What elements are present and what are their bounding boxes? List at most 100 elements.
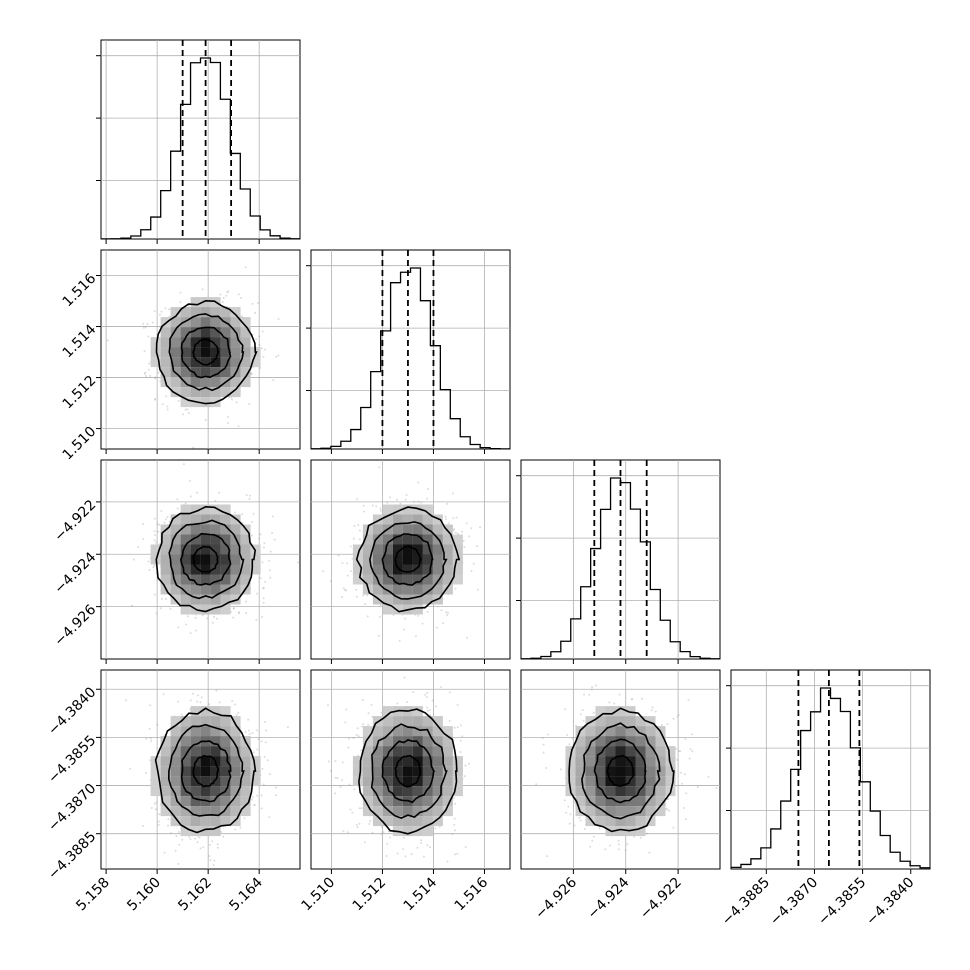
density-cell <box>210 504 221 515</box>
density-cell <box>200 524 211 535</box>
sample-point <box>269 550 272 553</box>
y-tick-label: −4.3870 <box>45 781 99 835</box>
sample-point <box>184 408 187 411</box>
density-cell <box>190 806 201 817</box>
density-cell <box>170 357 181 368</box>
density-cell <box>382 594 393 605</box>
sample-point <box>470 527 473 530</box>
sample-point <box>426 610 429 613</box>
sample-point <box>460 724 463 727</box>
sample-point <box>272 379 275 382</box>
sample-point <box>371 504 374 507</box>
sample-point <box>378 615 381 618</box>
sample-point <box>445 611 447 614</box>
density-cell <box>210 347 221 358</box>
density-cell <box>190 736 201 747</box>
sample-point <box>386 501 389 504</box>
density-cell <box>160 776 171 787</box>
sample-point <box>465 522 468 525</box>
density-cell <box>402 534 413 545</box>
sample-point <box>258 344 261 346</box>
sample-point <box>200 696 203 699</box>
density-cell <box>402 504 413 515</box>
density-cell <box>220 544 231 555</box>
density-cell <box>150 337 161 348</box>
sample-point <box>402 848 405 851</box>
density-cell <box>220 574 231 585</box>
sample-point <box>454 587 457 590</box>
density-cell <box>240 574 251 585</box>
sample-point <box>389 496 391 499</box>
sample-point <box>453 528 456 531</box>
sample-point <box>357 735 360 738</box>
sample-point <box>275 786 278 789</box>
sample-point <box>346 562 349 565</box>
sample-point <box>176 498 179 501</box>
density-cell <box>352 564 363 575</box>
sample-point <box>255 338 258 341</box>
sample-point <box>149 737 152 740</box>
density-cell <box>422 534 433 545</box>
sample-point <box>150 807 153 809</box>
density-cell <box>210 816 221 827</box>
density-cell <box>180 544 191 555</box>
sample-point <box>426 497 429 500</box>
density-cell <box>220 766 231 777</box>
density-cell <box>402 544 413 555</box>
sample-point <box>355 588 358 591</box>
density-cell <box>180 716 191 727</box>
sample-point <box>453 823 456 826</box>
sample-point <box>148 727 151 730</box>
sample-point <box>189 632 192 635</box>
density-cell <box>220 796 231 807</box>
sample-point <box>253 804 256 806</box>
density-cell <box>372 544 383 555</box>
y-tick-label: 1.512 <box>60 373 100 413</box>
density-cell <box>230 357 241 368</box>
contour-level-0 <box>192 338 220 366</box>
density-cell <box>240 796 251 807</box>
density-cell <box>210 594 221 605</box>
density-cell <box>392 594 403 605</box>
sample-point <box>459 751 462 753</box>
sample-point <box>402 628 405 631</box>
sample-point <box>361 725 364 728</box>
histogram-1 <box>311 267 510 449</box>
contour-level-1 <box>180 740 232 803</box>
density-cell <box>200 347 211 358</box>
density-cell <box>382 554 393 565</box>
density-cell <box>220 387 231 398</box>
sample-point <box>152 566 155 569</box>
density-cell <box>220 736 231 747</box>
density-cell <box>190 504 201 515</box>
density-cell <box>150 766 161 777</box>
density-cell <box>200 756 211 767</box>
density-cell <box>230 544 241 555</box>
density-cell <box>240 766 251 777</box>
density-cell <box>190 746 201 757</box>
density-cell <box>190 534 201 545</box>
sample-point <box>428 709 431 711</box>
sample-point <box>427 488 429 491</box>
density-cell <box>402 584 413 595</box>
sample-point <box>258 335 261 338</box>
sample-point <box>259 367 262 369</box>
contour-level-2 <box>369 521 448 600</box>
sample-point <box>447 611 449 614</box>
sample-point <box>350 570 352 573</box>
sample-point <box>477 588 479 591</box>
sample-point <box>341 596 344 599</box>
sample-point <box>459 739 462 742</box>
contour-level-2 <box>168 519 245 600</box>
sample-point <box>344 588 346 591</box>
sample-point <box>337 554 340 557</box>
density-cell <box>250 776 261 787</box>
sample-point <box>342 830 345 833</box>
sample-point <box>106 339 109 342</box>
density-cell <box>210 776 221 787</box>
sample-point <box>268 559 271 562</box>
sample-point <box>454 802 457 805</box>
sample-point <box>181 838 184 841</box>
density-cell <box>160 554 171 565</box>
density-cell <box>352 554 363 565</box>
